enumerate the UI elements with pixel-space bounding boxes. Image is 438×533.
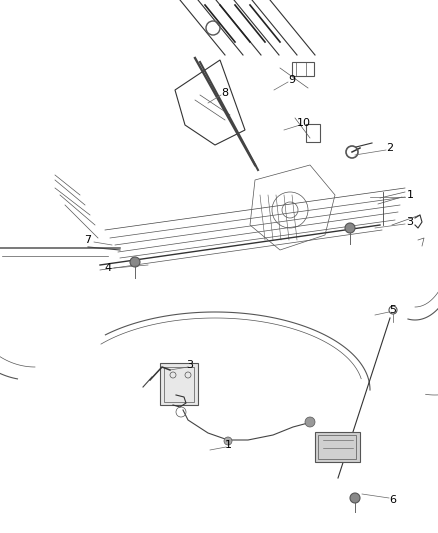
Circle shape [224, 437, 232, 445]
Bar [306, 124, 320, 142]
Text: 5: 5 [389, 305, 396, 315]
Text: 4: 4 [104, 263, 112, 273]
Text: 7: 7 [85, 235, 92, 245]
Circle shape [305, 417, 315, 427]
Text: 1: 1 [225, 440, 232, 450]
Bar [292, 62, 314, 76]
Text: 2: 2 [386, 143, 394, 153]
Circle shape [130, 257, 140, 267]
Text: 8: 8 [222, 88, 229, 98]
Circle shape [350, 493, 360, 503]
Circle shape [345, 223, 355, 233]
Text: 9: 9 [289, 75, 296, 85]
Bar [160, 363, 198, 405]
Text: 10: 10 [297, 118, 311, 128]
Bar [318, 435, 356, 459]
Bar [164, 367, 194, 402]
Text: 6: 6 [389, 495, 396, 505]
Bar [315, 432, 360, 462]
Text: 1: 1 [406, 190, 413, 200]
Text: 3: 3 [406, 217, 413, 227]
Text: 3: 3 [187, 360, 194, 370]
